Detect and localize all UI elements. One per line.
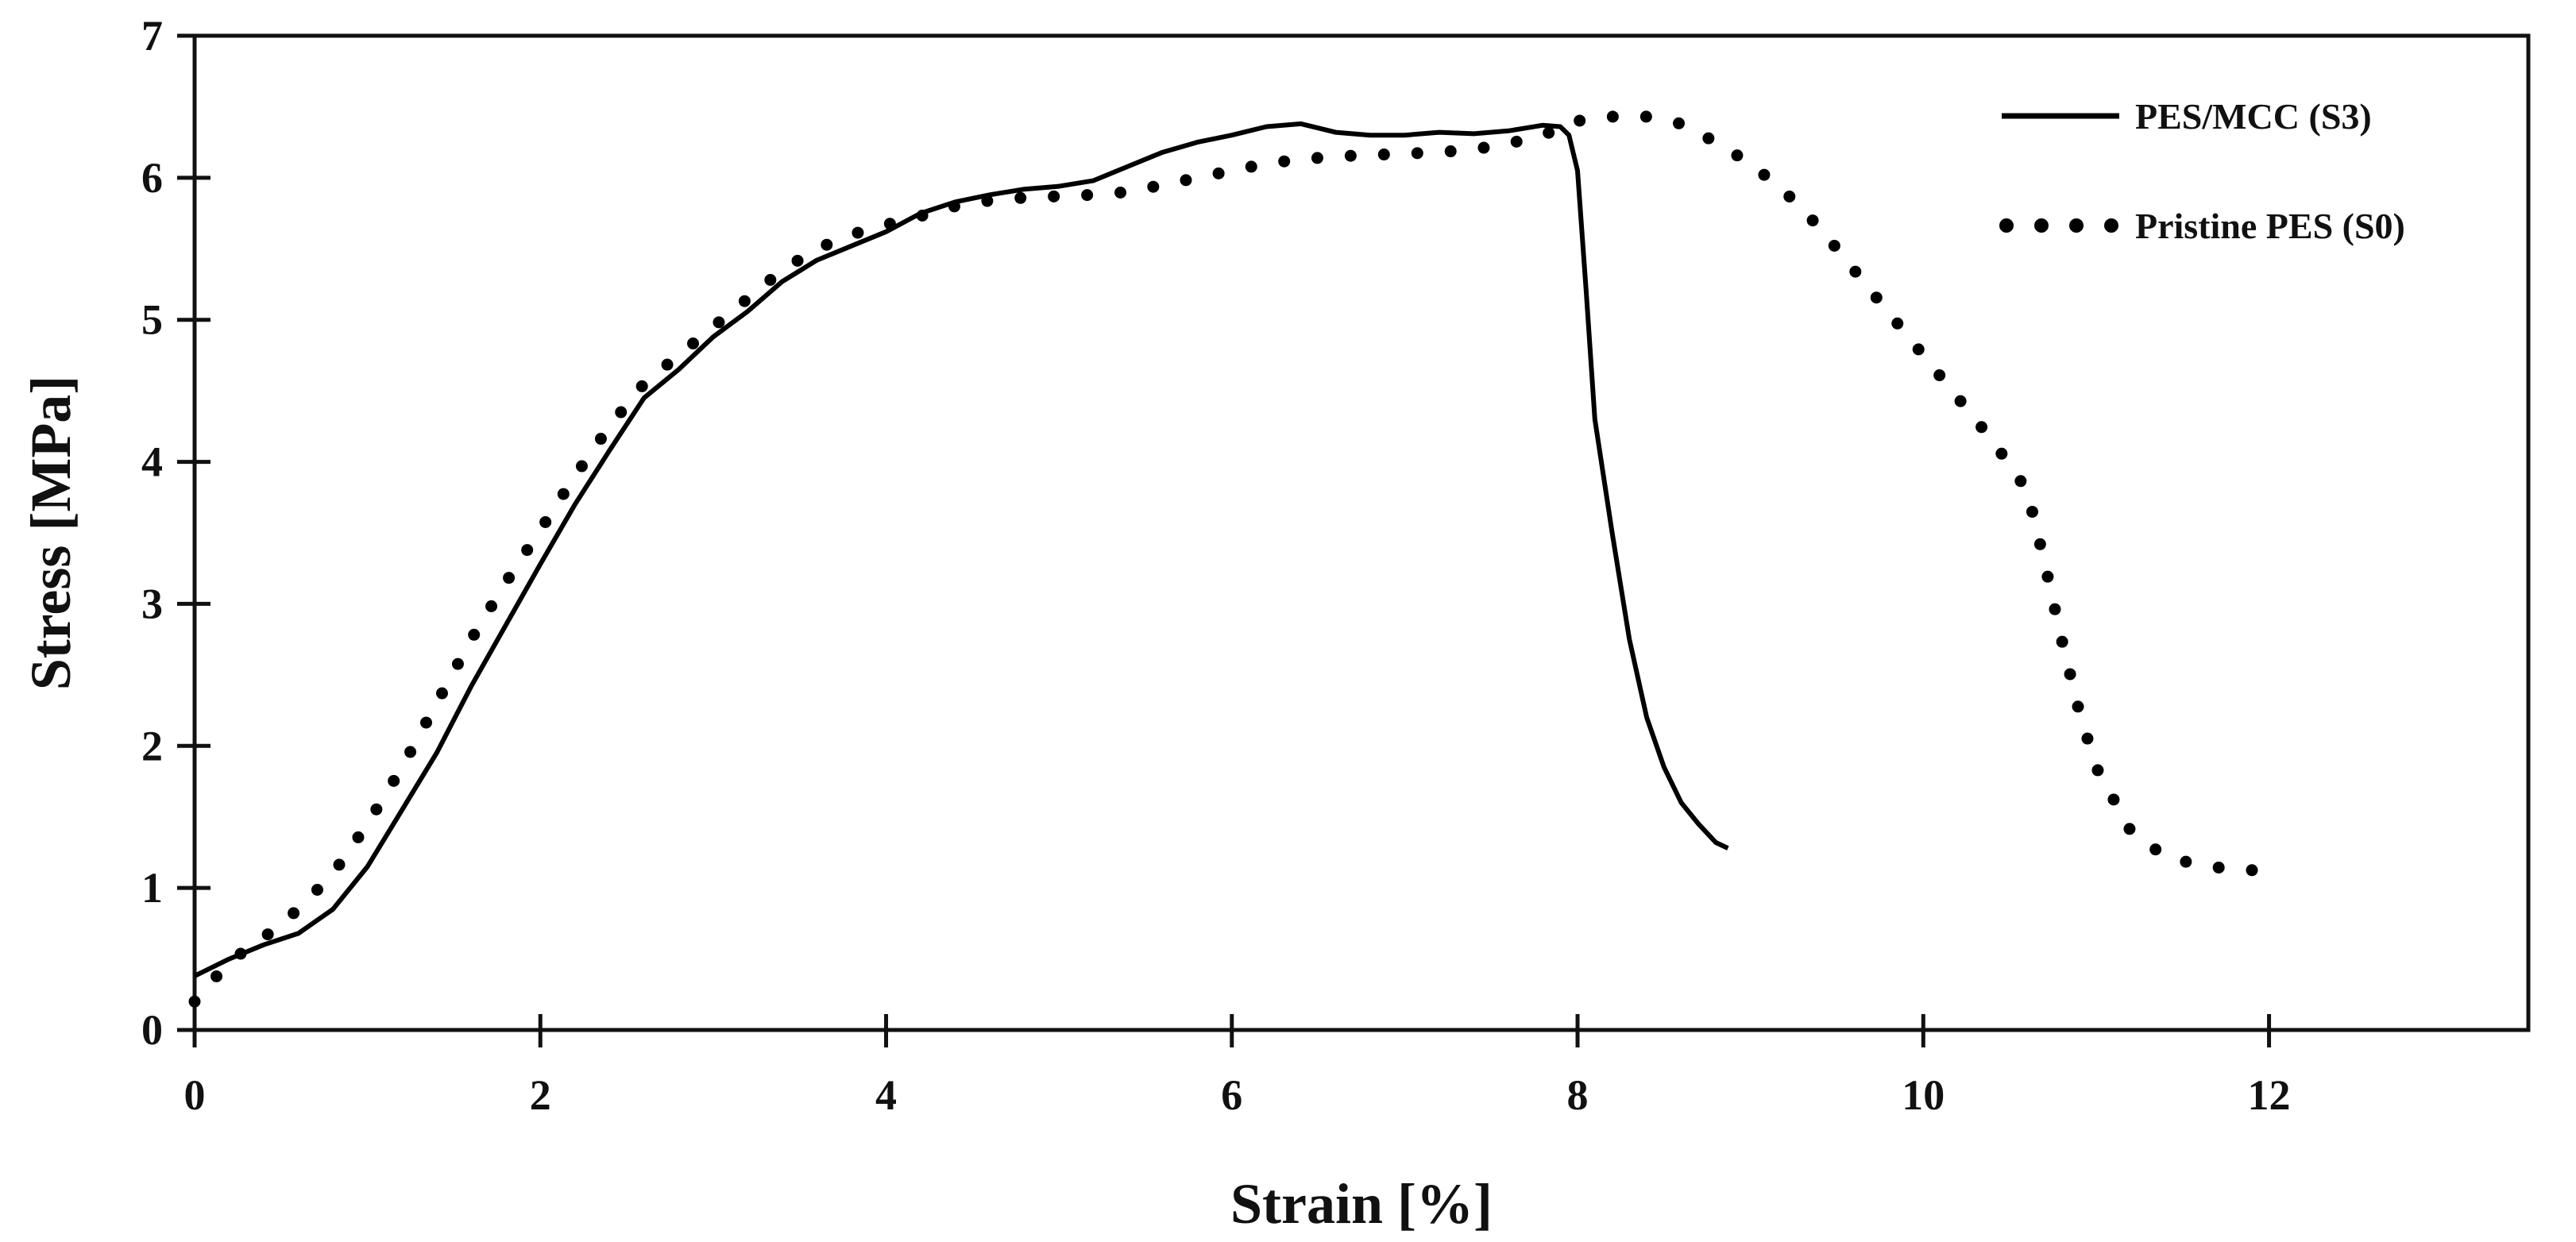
legend-label-pes-mcc: PES/MCC (S3)	[2135, 96, 2372, 137]
legend: PES/MCC (S3) Pristine PES (S0)	[1999, 96, 2405, 246]
y-tick-label: 5	[141, 296, 163, 344]
plot-frame	[192, 33, 2531, 1032]
y-axis-ticks: 0 1 2 3 4 5 6 7	[141, 12, 210, 1054]
x-tick-label: 6	[1221, 1071, 1242, 1119]
x-tick-label: 4	[875, 1071, 897, 1119]
legend-dot	[1999, 218, 2014, 233]
x-tick-label: 10	[1902, 1071, 1945, 1119]
legend-dot	[2034, 218, 2049, 233]
y-tick-label: 1	[141, 864, 163, 912]
x-tick-label: 12	[2248, 1071, 2291, 1119]
legend-dot	[2104, 218, 2118, 233]
legend-label-pristine-pes: Pristine PES (S0)	[2135, 206, 2405, 246]
series-line-pristine-pes	[188, 110, 2276, 1008]
y-axis-title: Stress [MPa]	[19, 376, 83, 691]
y-tick-label: 4	[141, 438, 163, 486]
x-tick-label: 8	[1567, 1071, 1589, 1119]
y-tick-label: 7	[141, 12, 163, 60]
x-tick-label: 2	[530, 1071, 551, 1119]
legend-dot	[2069, 218, 2084, 233]
x-axis-ticks: 0 2 4 6 8 10 12	[184, 1014, 2291, 1119]
series-line-pes-mcc	[193, 121, 1729, 978]
y-tick-label: 0	[141, 1006, 163, 1054]
y-tick-label: 3	[141, 580, 163, 627]
y-tick-label: 6	[141, 154, 163, 202]
y-tick-label: 2	[141, 722, 163, 770]
legend-dots-pristine-pes	[1999, 218, 2118, 233]
series-layer	[188, 110, 2276, 1008]
x-axis-title: Strain [%]	[1230, 1172, 1493, 1236]
x-tick-label: 0	[184, 1071, 206, 1119]
